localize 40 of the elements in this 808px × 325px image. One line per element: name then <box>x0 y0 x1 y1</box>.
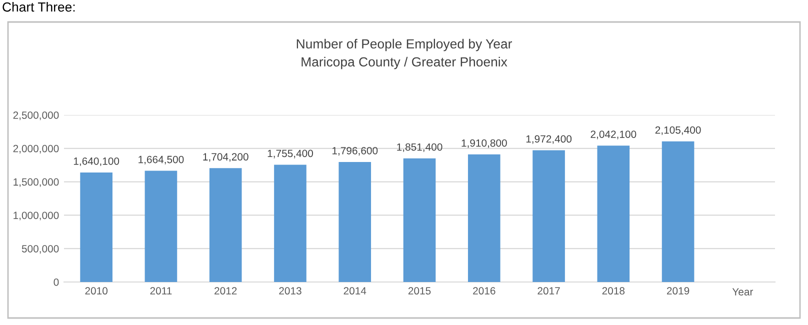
bar <box>662 141 694 282</box>
x-tick-label: 2012 <box>214 287 237 295</box>
bar <box>403 158 436 282</box>
data-label: 1,755,400 <box>268 150 313 158</box>
y-tick-label: 1,500,000 <box>14 178 59 187</box>
data-label: 1,910,800 <box>462 139 507 148</box>
y-tick-label: 2,000,000 <box>13 144 59 154</box>
y-tick-label: 500,000 <box>22 245 59 254</box>
x-tick-label: 2013 <box>279 287 302 295</box>
bar <box>274 164 306 282</box>
x-tick-label: 2018 <box>602 287 625 295</box>
x-tick-label: 2010 <box>85 287 108 295</box>
bar <box>532 150 565 282</box>
y-tick-label: 2,500,000 <box>13 112 59 120</box>
data-label: 1,796,600 <box>332 146 378 156</box>
data-label: 1,664,500 <box>138 156 184 164</box>
data-label: 2,105,400 <box>655 126 701 135</box>
data-label: 1,851,400 <box>397 143 442 152</box>
text: Chart Three: <box>2 2 75 12</box>
y-tick-label: 0 <box>54 278 59 286</box>
bar <box>209 168 242 282</box>
bar <box>80 172 112 282</box>
data-label: 1,972,400 <box>526 135 572 144</box>
bar <box>597 146 630 282</box>
bar <box>338 162 372 282</box>
x-tick-label: 2014 <box>344 287 366 295</box>
chart-title: Number of People Employed by Year <box>296 38 512 52</box>
bar <box>468 154 500 282</box>
x-tick-label: 2011 <box>150 287 172 295</box>
data-label: 1,640,100 <box>74 157 120 166</box>
bar <box>144 170 178 282</box>
y-tick-label: 1,000,000 <box>14 212 59 220</box>
data-label: 2,042,100 <box>590 130 636 140</box>
x-tick-label: 2019 <box>666 287 690 295</box>
data-label: 1,704,200 <box>203 153 248 162</box>
x-axis-title: Year <box>732 288 754 296</box>
x-tick-label: 2017 <box>538 287 560 295</box>
x-tick-label: 2016 <box>473 287 496 295</box>
x-tick-label: 2015 <box>408 287 431 295</box>
chart-subtitle: Maricopa County / Greater Phoenix <box>302 56 508 70</box>
